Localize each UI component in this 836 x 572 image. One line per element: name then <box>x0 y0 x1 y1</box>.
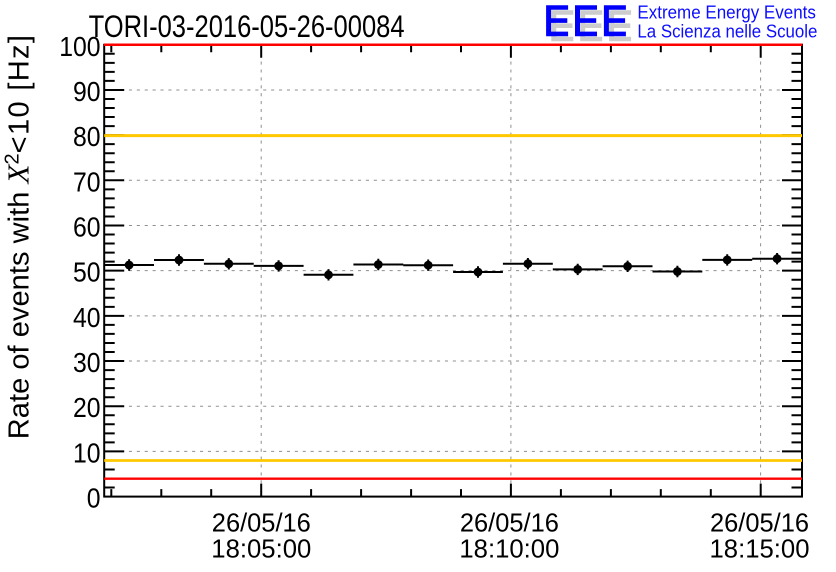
svg-text:50: 50 <box>73 256 101 288</box>
svg-text:70: 70 <box>73 166 101 198</box>
svg-text:20: 20 <box>73 392 101 424</box>
svg-text:18:15:00: 18:15:00 <box>710 535 810 563</box>
svg-text:90: 90 <box>73 76 101 108</box>
svg-text:18:05:00: 18:05:00 <box>211 535 311 563</box>
svg-text:18:10:00: 18:10:00 <box>459 535 559 563</box>
svg-text:40: 40 <box>73 302 101 334</box>
svg-text:Extreme Energy Events: Extreme Energy Events <box>637 1 816 22</box>
svg-text:26/05/16: 26/05/16 <box>212 509 311 537</box>
svg-text:30: 30 <box>73 347 101 379</box>
svg-text:80: 80 <box>73 121 101 153</box>
svg-text:La Scienza nelle Scuole: La Scienza nelle Scuole <box>637 20 817 41</box>
svg-text:100: 100 <box>59 31 100 63</box>
svg-text:60: 60 <box>73 211 101 243</box>
svg-text:26/05/16: 26/05/16 <box>460 509 559 537</box>
svg-text:Rate of events with X2<10 [Hz]: Rate of events with X2<10 [Hz] <box>1 34 36 439</box>
svg-text:TORI-03-2016-05-26-00084: TORI-03-2016-05-26-00084 <box>89 9 405 44</box>
svg-text:26/05/16: 26/05/16 <box>710 509 809 537</box>
svg-text:10: 10 <box>73 437 101 469</box>
svg-text:0: 0 <box>87 482 101 514</box>
